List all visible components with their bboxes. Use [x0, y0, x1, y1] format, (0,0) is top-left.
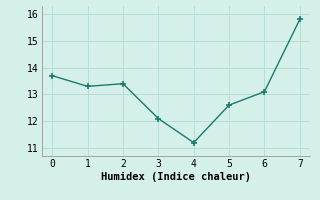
X-axis label: Humidex (Indice chaleur): Humidex (Indice chaleur): [101, 172, 251, 182]
